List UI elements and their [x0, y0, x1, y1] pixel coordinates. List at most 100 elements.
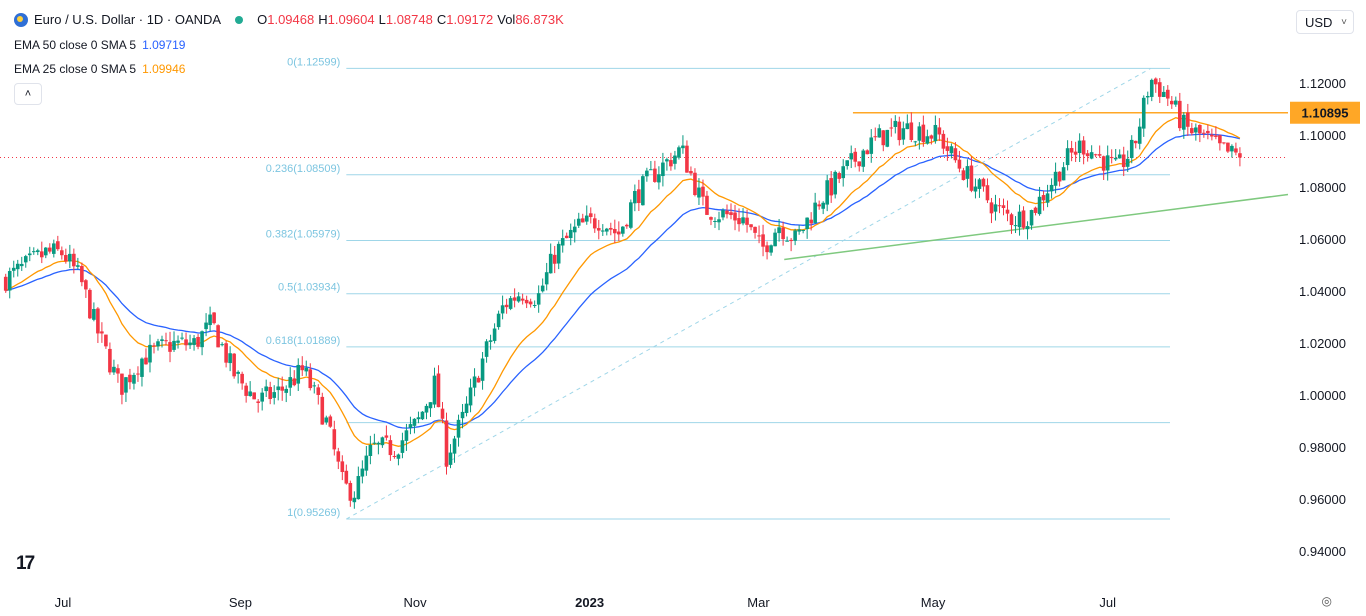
candle-body: [220, 344, 224, 346]
symbol-title[interactable]: Euro / U.S. Dollar · 1D · OANDA: [34, 12, 222, 27]
candle-down: [689, 166, 693, 176]
candle-down: [1153, 77, 1158, 93]
candle-up: [845, 160, 850, 170]
candle-down: [39, 241, 44, 264]
candle-body: [833, 171, 837, 195]
candle-down: [753, 226, 757, 239]
candle-body: [1013, 225, 1018, 227]
candle-down: [613, 219, 617, 244]
candle-body: [332, 429, 337, 450]
candle-body: [252, 392, 256, 400]
candle-body: [292, 378, 297, 386]
candle-up: [977, 177, 982, 198]
candle-down: [72, 248, 76, 274]
candle-up: [641, 174, 645, 206]
candle-down: [709, 216, 713, 226]
candle-down: [981, 177, 986, 192]
currency-select[interactable]: USD ˅: [1296, 10, 1354, 34]
candle-down: [1021, 206, 1026, 230]
high-label: H: [318, 12, 328, 27]
fib-level-label: 0(1.12599): [287, 56, 340, 68]
candle-body: [741, 217, 745, 224]
indicator-ema25-label: EMA 25 close 0 SMA 5: [14, 62, 137, 76]
candle-down: [184, 332, 188, 351]
candle-body: [312, 385, 317, 387]
candle-down: [592, 213, 597, 233]
candle-body: [548, 253, 553, 274]
candle-up: [304, 360, 309, 376]
candle-down: [436, 365, 441, 408]
candle-down: [1165, 85, 1170, 107]
candle-up: [1025, 221, 1030, 240]
candle-up: [801, 229, 805, 234]
candle-body: [280, 386, 285, 391]
candle-body: [356, 476, 361, 500]
candle-body: [1149, 79, 1154, 97]
candle-down: [212, 312, 216, 325]
candle-body: [43, 247, 48, 256]
candle-up: [777, 218, 781, 242]
candle-body: [84, 280, 88, 290]
candle-down: [84, 279, 88, 298]
candle-body: [7, 271, 12, 291]
candle-body: [232, 353, 236, 377]
candle-body: [733, 212, 737, 221]
candle-body: [364, 455, 369, 471]
candle-body: [384, 435, 389, 438]
candle-up: [92, 302, 96, 322]
indicator-ema50[interactable]: EMA 50 close 0 SMA 5 1.09719: [14, 38, 185, 52]
candle-body: [528, 301, 533, 305]
tradingview-logo-icon[interactable]: 17: [16, 553, 35, 574]
candle-up: [544, 262, 549, 291]
candle-down: [1226, 142, 1230, 153]
candle-up: [697, 178, 701, 205]
support-trendline[interactable]: [784, 193, 1289, 261]
candle-down: [1033, 206, 1038, 216]
candle-up: [31, 247, 36, 255]
candle-up: [192, 335, 196, 351]
candle-body: [464, 403, 469, 414]
chart-settings-icon[interactable]: ◎: [1321, 594, 1332, 608]
candle-down: [444, 412, 449, 475]
chevron-down-icon: ˅: [1341, 17, 1347, 28]
candle-down: [344, 464, 349, 485]
candle-up: [1113, 148, 1118, 161]
candle-body: [224, 343, 228, 363]
candle-body: [1186, 112, 1190, 127]
market-status-dot-icon: [235, 15, 244, 24]
candle-down: [252, 392, 256, 400]
collapse-indicators-button[interactable]: ˄: [14, 83, 42, 105]
candle-up: [568, 223, 573, 246]
price-axis-tick: 0.94000: [1299, 544, 1346, 559]
candle-body: [600, 230, 605, 232]
candle-down: [889, 118, 894, 137]
candle-body: [637, 189, 641, 204]
candle-up: [416, 411, 421, 424]
candle-body: [853, 151, 858, 162]
candle-up: [600, 224, 605, 236]
open-value: 1.09468: [267, 12, 315, 27]
candle-body: [621, 226, 625, 234]
candle-up: [156, 338, 160, 351]
candle-body: [1057, 171, 1062, 182]
candle-down: [1041, 190, 1046, 211]
candle-down: [1057, 171, 1062, 187]
indicator-ema25[interactable]: EMA 25 close 0 SMA 5 1.09946: [14, 62, 185, 76]
candle-up: [657, 166, 661, 190]
candle-body: [837, 173, 842, 179]
candle-body: [560, 238, 565, 246]
candle-body: [661, 162, 665, 177]
candle-up: [793, 228, 797, 246]
symbol-header: Euro / U.S. Dollar · 1D · OANDA O 1.09468…: [14, 12, 568, 27]
candle-down: [953, 142, 958, 163]
candle-body: [480, 358, 485, 381]
candle-body: [116, 368, 120, 374]
candle-body: [689, 170, 693, 174]
candle-body: [268, 386, 272, 400]
candle-down: [1069, 140, 1074, 162]
candle-down: [48, 243, 52, 254]
resistance-price-tag[interactable]: 1.10895: [1290, 101, 1360, 124]
candle-down: [1097, 145, 1102, 158]
candle-body: [869, 137, 874, 154]
